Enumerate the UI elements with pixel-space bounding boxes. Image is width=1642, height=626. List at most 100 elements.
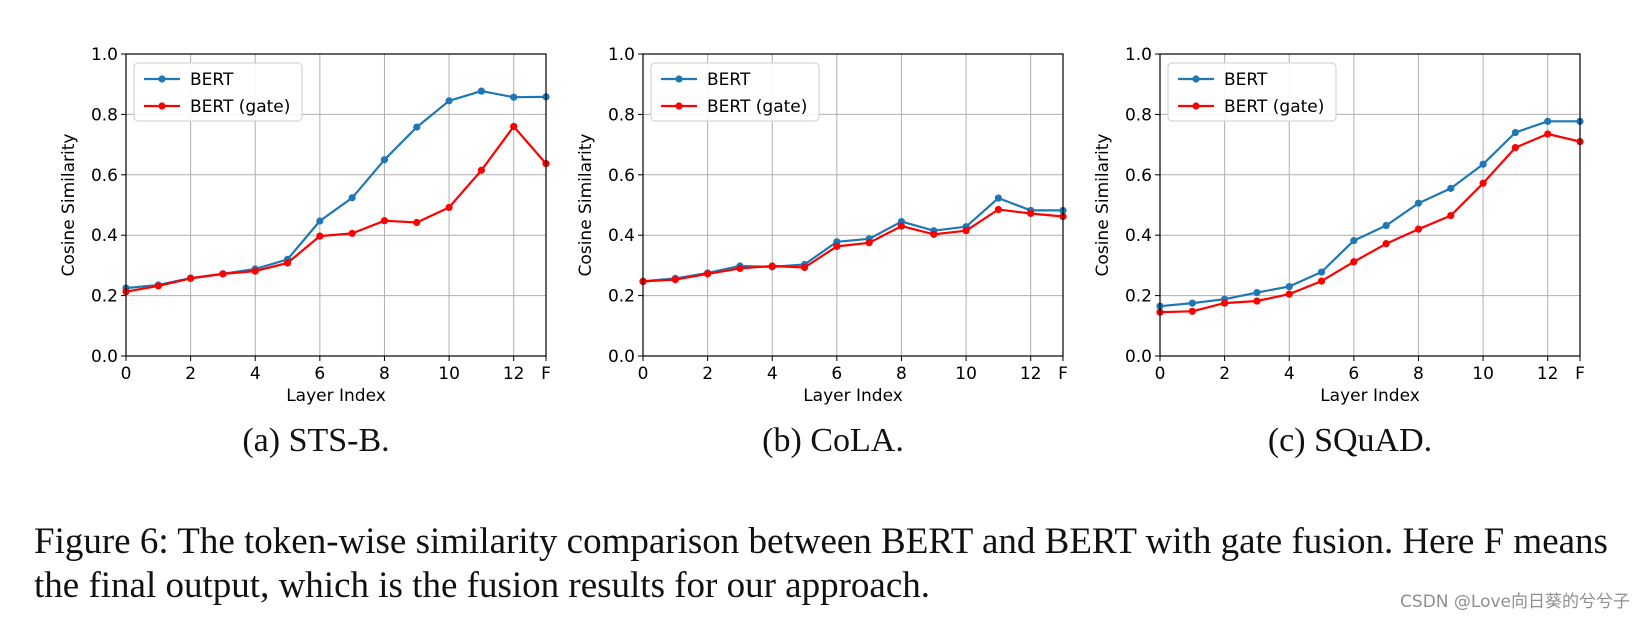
data-point-bert-gate	[1511, 144, 1519, 152]
legend: BERT BERT (gate)	[133, 62, 303, 122]
y-tick-label: 1.0	[608, 45, 635, 65]
data-point-bert-gate	[704, 270, 712, 278]
y-axis-label: Cosine Similarity	[1093, 134, 1113, 277]
plot-frame	[642, 53, 1064, 357]
y-tick-label: 0.0	[1125, 347, 1152, 367]
legend-marker	[675, 102, 683, 110]
data-point-bert-gate	[1479, 179, 1487, 187]
legend-entry: BERT (gate)	[1224, 97, 1324, 117]
series-line-bert	[1159, 120, 1580, 308]
x-tick-label: 12	[1537, 364, 1559, 384]
legend-marker	[1192, 102, 1200, 110]
legend-marker	[675, 75, 683, 83]
y-tick-label: 0.2	[1125, 287, 1152, 307]
data-point-bert	[1479, 160, 1487, 168]
y-tick-label: 0.6	[1125, 166, 1152, 186]
series-line-bert	[642, 197, 1063, 283]
data-point-bert-gate	[736, 264, 744, 273]
y-tick-label: 0.8	[608, 105, 635, 125]
plot-frame	[125, 53, 547, 357]
data-point-bert-gate	[477, 166, 485, 174]
figure-caption: Figure 6: The token-wise similarity comp…	[34, 521, 1608, 606]
subplot-caption: (a) STS-B.	[242, 422, 389, 459]
legend: BERT BERT (gate)	[1167, 62, 1337, 122]
data-point-bert-gate	[1447, 211, 1455, 220]
y-tick-label: 0.8	[91, 105, 118, 125]
data-point-bert-gate	[510, 122, 518, 131]
data-point-bert	[510, 93, 518, 101]
data-point-bert-gate	[1188, 307, 1196, 315]
data-point-bert-gate	[316, 232, 324, 240]
y-tick-label: 0.2	[91, 287, 118, 307]
data-point-bert-gate	[187, 274, 195, 282]
x-tick-label: 12	[1020, 364, 1042, 384]
y-tick-label: 1.0	[1125, 45, 1152, 65]
x-tick-label: 2	[702, 364, 713, 384]
legend-marker	[158, 75, 166, 83]
data-point-bert-gate	[1382, 240, 1390, 248]
data-point-bert	[316, 217, 324, 225]
series-line-bert-gate	[1159, 132, 1581, 314]
data-point-bert-gate	[348, 229, 356, 237]
chart-panel-3: 0 2 4 6 8 10 12 F 0.0 0.2 0.4 0.6 0.8 1.0 Layer Index C…	[1093, 45, 1585, 459]
data-point-bert-gate	[994, 205, 1002, 214]
y-tick-label: 0.6	[91, 166, 118, 186]
x-tick-label: 0	[638, 364, 649, 384]
data-point-bert-gate	[380, 217, 389, 225]
data-point-bert-gate	[283, 259, 292, 267]
plot-frame	[1159, 53, 1581, 357]
x-tick-label: 4	[1284, 364, 1295, 384]
data-point-bert	[1382, 221, 1390, 230]
x-tick-label: 2	[1219, 364, 1230, 384]
y-tick-label: 1.0	[91, 45, 118, 65]
data-point-bert	[445, 97, 453, 105]
y-tick-label: 0.6	[608, 166, 635, 186]
charts-canvas: 0 2 4 6 8 10 12 F 0.0 0.2 0.4 0.6 0.8 1.0 Layer Index C…	[59, 45, 1585, 459]
data-point-bert-gate	[1414, 225, 1423, 233]
y-tick-label: 0.4	[608, 226, 635, 246]
data-point-bert-gate	[1027, 209, 1035, 218]
legend-marker	[158, 102, 166, 110]
chart-panel-2: 0 2 4 6 8 10 12 F 0.0 0.2 0.4 0.6 0.8 1.0 Layer Index C…	[576, 45, 1068, 459]
data-point-bert-gate	[865, 239, 873, 247]
data-point-bert	[413, 123, 421, 131]
legend-entry: BERT	[707, 70, 751, 90]
legend-marker	[1192, 75, 1200, 83]
data-point-bert-gate	[833, 242, 841, 250]
data-point-bert-gate	[897, 222, 906, 230]
data-point-bert-gate	[1544, 130, 1552, 138]
x-axis-label: Layer Index	[286, 386, 386, 406]
y-tick-label: 0.4	[91, 226, 118, 246]
x-tick-label: 2	[185, 364, 196, 384]
x-tick-label: 0	[121, 364, 132, 384]
legend: BERT BERT (gate)	[650, 62, 820, 122]
data-point-bert	[1544, 117, 1552, 125]
data-point-bert	[994, 194, 1002, 202]
data-point-bert	[348, 194, 356, 202]
x-tick-label: 8	[1413, 364, 1424, 384]
data-point-bert-gate	[768, 262, 776, 270]
x-tick-label: 8	[379, 364, 390, 384]
data-point-bert-gate	[1285, 290, 1293, 298]
x-axis-label: Layer Index	[1320, 386, 1420, 406]
data-point-bert-gate	[930, 230, 938, 238]
data-point-bert-gate	[413, 218, 421, 227]
data-point-bert-gate	[800, 263, 809, 272]
x-tick-label: 4	[767, 364, 778, 384]
y-tick-label: 0.4	[1125, 226, 1152, 246]
legend-entry: BERT	[1224, 70, 1268, 90]
x-tick-label: 6	[314, 364, 325, 384]
data-point-bert	[1511, 128, 1519, 137]
y-tick-label: 0.0	[91, 347, 118, 367]
data-point-bert-gate	[671, 275, 679, 284]
data-point-bert-gate	[962, 227, 970, 235]
y-tick-label: 0.0	[608, 347, 635, 367]
x-tick-label: 6	[831, 364, 842, 384]
data-point-bert	[380, 156, 389, 164]
x-tick-label: 4	[250, 364, 261, 384]
subplot-caption: (c) SQuAD.	[1268, 422, 1432, 459]
data-point-bert	[477, 87, 485, 95]
x-tick-label: 6	[1348, 364, 1359, 384]
x-tick-label: 10	[438, 364, 460, 384]
